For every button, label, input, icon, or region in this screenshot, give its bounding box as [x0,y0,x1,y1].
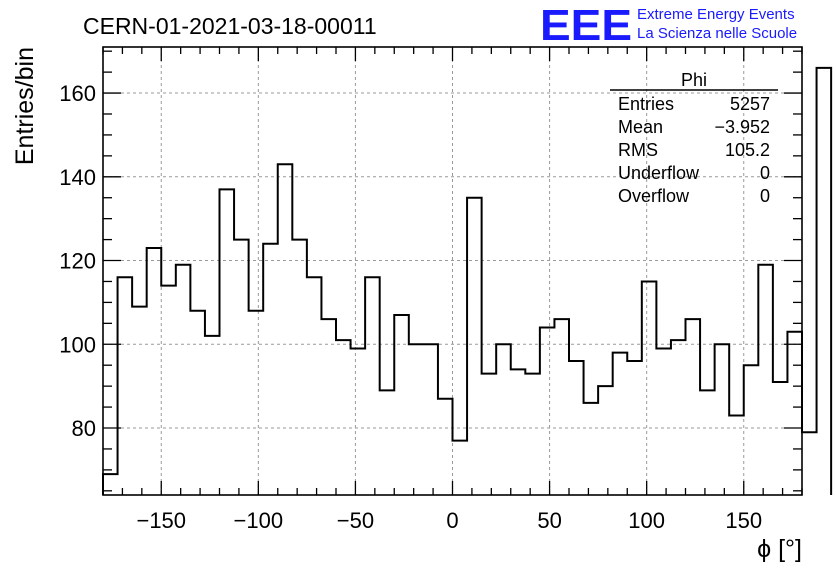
y-tick-label: 80 [72,416,96,441]
stats-box: Phi Entries 5257 Mean −3.952 RMS 105.2 Underfl… [610,70,778,206]
stats-row-value: 0 [760,163,770,183]
stats-row-value: 5257 [730,94,770,114]
stats-row-label: RMS [618,140,658,160]
stats-row-label: Entries [618,94,674,114]
grid-lines [103,47,802,495]
x-tick-label: −150 [136,508,186,533]
stats-row-value: 0 [760,186,770,206]
stats-row-label: Overflow [618,186,690,206]
y-tick-label: 120 [59,249,96,274]
eee-logo-line2: La Scienza nelle Scuole [637,25,797,42]
x-axis-title: ϕ [°] [757,535,802,563]
eee-logo: EEE Extreme Energy Events La Scienza nel… [540,1,797,50]
stats-box-title: Phi [681,70,707,90]
eee-logo-mark: EEE [540,1,632,50]
stats-row-label: Mean [618,117,663,137]
x-tick-label: 100 [628,508,665,533]
x-tick-label: 50 [537,508,561,533]
y-tick-label: 160 [59,81,96,106]
chart-title: CERN-01-2021-03-18-00011 [83,13,377,39]
y-tick-label: 140 [59,165,96,190]
tick-labels: −150 −100 −50 0 50 100 150 80 100 120 140 160 [59,81,762,533]
stats-row-value: 105.2 [725,140,770,160]
x-tick-label: −100 [234,508,284,533]
stats-row-value: −3.952 [714,117,770,137]
eee-logo-line1: Extreme Energy Events [637,6,795,23]
axis-ticks [102,47,803,495]
x-tick-label: −50 [337,508,374,533]
x-tick-label: 0 [446,508,458,533]
y-axis-title: Entries/bin [11,47,39,165]
stats-row-label: Underflow [618,163,700,183]
y-tick-label: 100 [59,332,96,357]
plot-frame [102,46,803,496]
x-tick-label: 150 [725,508,762,533]
histogram-series [102,66,833,495]
